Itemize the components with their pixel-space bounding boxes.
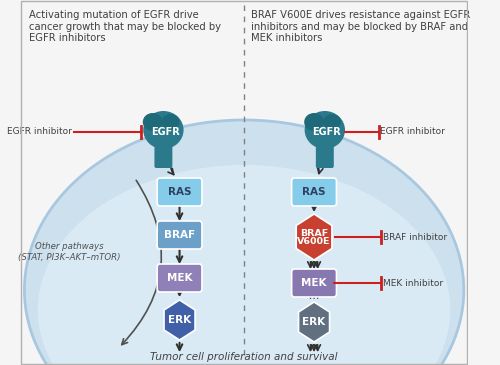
Text: BRAF: BRAF xyxy=(300,228,328,238)
Text: MEK: MEK xyxy=(167,273,192,283)
FancyBboxPatch shape xyxy=(157,178,202,206)
Ellipse shape xyxy=(304,111,345,149)
Text: BRAF inhibitor: BRAF inhibitor xyxy=(383,233,447,242)
FancyBboxPatch shape xyxy=(157,264,202,292)
Text: ERK: ERK xyxy=(302,317,326,327)
Text: RAS: RAS xyxy=(302,187,326,197)
Text: Activating mutation of EGFR drive
cancer growth that may be blocked by
EGFR inhi: Activating mutation of EGFR drive cancer… xyxy=(29,10,221,43)
Ellipse shape xyxy=(323,114,341,130)
Text: Tumor cell proliferation and survival: Tumor cell proliferation and survival xyxy=(150,352,338,362)
Text: RAS: RAS xyxy=(168,187,192,197)
Polygon shape xyxy=(296,214,332,260)
Ellipse shape xyxy=(143,111,184,149)
Text: EGFR: EGFR xyxy=(151,127,180,137)
FancyBboxPatch shape xyxy=(154,146,172,168)
Text: EGFR inhibitor: EGFR inhibitor xyxy=(7,127,72,137)
Ellipse shape xyxy=(162,114,180,130)
Ellipse shape xyxy=(24,120,464,365)
Ellipse shape xyxy=(143,113,163,131)
Text: V600E: V600E xyxy=(298,238,331,246)
Text: BRAF: BRAF xyxy=(164,230,195,240)
FancyBboxPatch shape xyxy=(292,178,337,206)
Polygon shape xyxy=(164,300,195,340)
Text: ERK: ERK xyxy=(168,315,191,325)
FancyBboxPatch shape xyxy=(292,269,337,297)
FancyBboxPatch shape xyxy=(20,0,468,95)
Ellipse shape xyxy=(38,165,451,365)
Ellipse shape xyxy=(304,113,324,131)
FancyBboxPatch shape xyxy=(157,221,202,249)
Text: Other pathways
(STAT, PI3K–AKT–mTOR): Other pathways (STAT, PI3K–AKT–mTOR) xyxy=(18,242,120,262)
Text: MEK inhibitor: MEK inhibitor xyxy=(383,278,443,288)
Text: MEK: MEK xyxy=(302,278,327,288)
Text: EGFR: EGFR xyxy=(312,127,341,137)
FancyBboxPatch shape xyxy=(316,146,334,168)
Text: BRAF V600E drives resistance against EGFR
inhibitors and may be blocked by BRAF : BRAF V600E drives resistance against EGF… xyxy=(252,10,470,43)
Text: EGFR inhibitor: EGFR inhibitor xyxy=(380,127,446,137)
Polygon shape xyxy=(298,302,330,342)
